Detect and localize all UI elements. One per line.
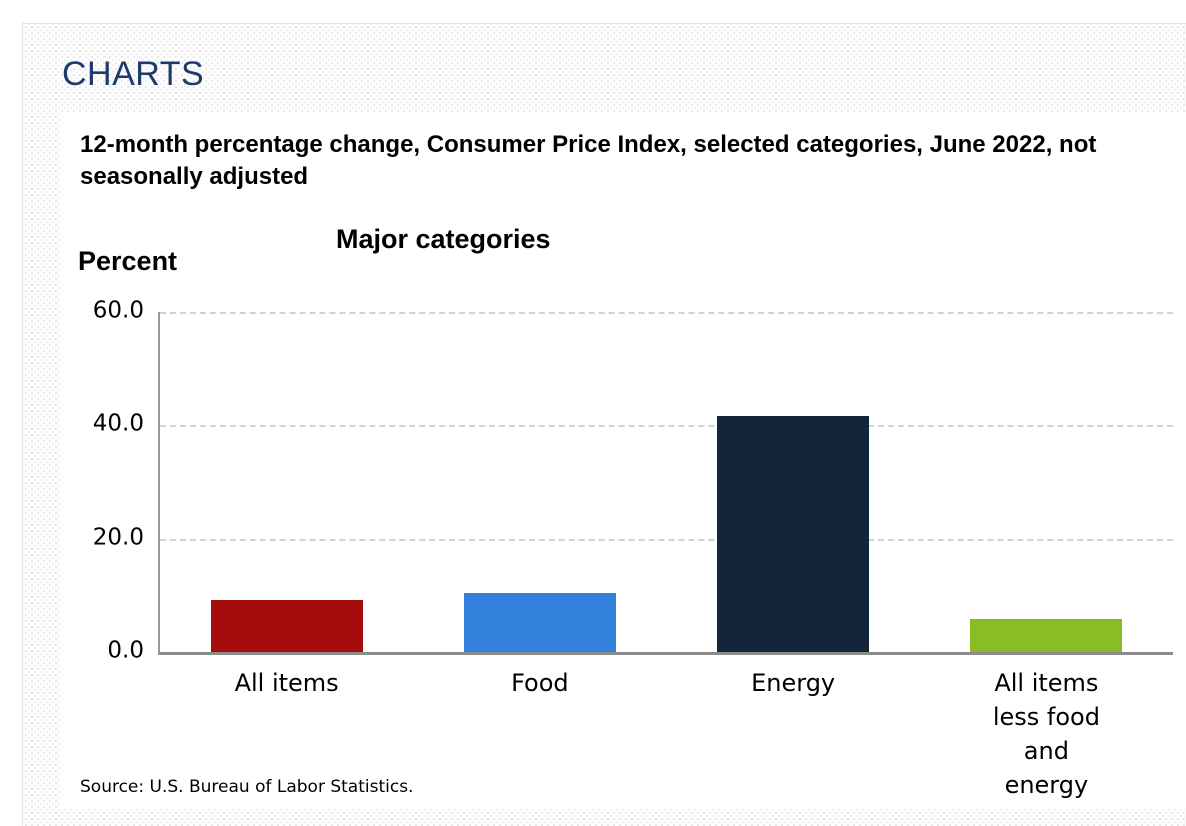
source-note: Source: U.S. Bureau of Labor Statistics.	[80, 777, 414, 797]
chart-panel: 12-month percentage change, Consumer Pri…	[60, 112, 1186, 809]
bar-food	[463, 593, 616, 652]
page-title: CHARTS	[62, 55, 205, 93]
y-tick-label-40.0: 40.0	[92, 411, 144, 438]
plot-area: 0.0 20.0 40.0 60.0 All items Food Energy All it…	[93, 298, 1173, 799]
y-tick-label-60.0: 60.0	[92, 297, 144, 324]
chart-title: 12-month percentage change, Consumer Pri…	[80, 131, 1097, 190]
x-axis-label-food: Food	[511, 669, 569, 697]
y-tick-label-0.0: 0.0	[107, 637, 144, 664]
bar-all-items	[210, 600, 363, 652]
gridline-40	[160, 425, 1173, 428]
x-axis-label-all-items-less-food-and-energy: All items less food and energy	[992, 669, 1100, 799]
gridline-60	[160, 312, 1173, 314]
chart-subtitle: Major categories	[336, 224, 551, 254]
bar-energy	[717, 416, 870, 652]
y-tick-label-20.0: 20.0	[92, 524, 144, 551]
x-axis-label-energy: Energy	[751, 669, 836, 697]
y-axis-title: Percent	[78, 246, 178, 276]
x-axis-label-all-items: All items	[234, 669, 339, 697]
gridline-20	[160, 538, 1173, 541]
bar-all-items-less-food-and-energy	[970, 618, 1123, 652]
